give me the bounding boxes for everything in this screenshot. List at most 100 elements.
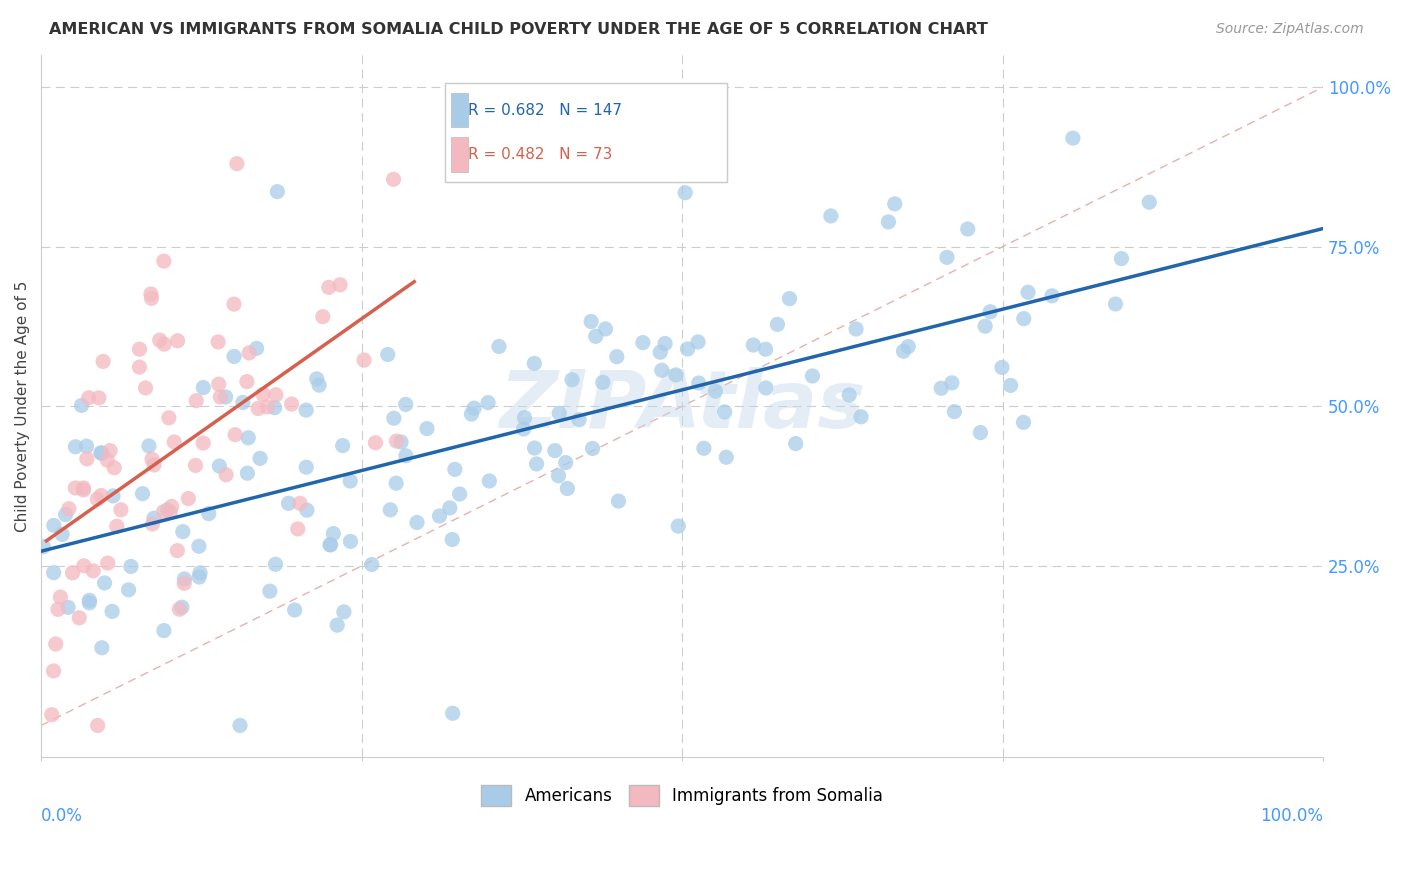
Point	[208, 459, 231, 474]
Point	[160, 500, 183, 514]
Point	[585, 329, 607, 343]
Point	[197, 507, 219, 521]
Point	[76, 439, 98, 453]
Point	[693, 442, 716, 456]
Point	[665, 368, 688, 382]
Point	[131, 486, 153, 500]
Point	[673, 186, 696, 200]
Point	[477, 395, 499, 409]
Point	[222, 297, 245, 311]
Point	[79, 593, 101, 607]
Point	[755, 381, 778, 395]
Point	[654, 336, 676, 351]
Point	[969, 425, 991, 440]
Point	[339, 534, 361, 549]
Point	[979, 305, 1001, 319]
Point	[45, 637, 67, 651]
Point	[1017, 285, 1039, 300]
Point	[284, 603, 307, 617]
Point	[893, 344, 915, 359]
Point	[41, 707, 63, 722]
Point	[526, 457, 548, 471]
Point	[322, 526, 344, 541]
Point	[1000, 378, 1022, 392]
Point	[595, 322, 617, 336]
Point	[173, 576, 195, 591]
Point	[956, 222, 979, 236]
Point	[70, 399, 93, 413]
Point	[143, 458, 166, 472]
Point	[90, 446, 112, 460]
Point	[153, 337, 176, 351]
Point	[382, 172, 405, 186]
Point	[138, 439, 160, 453]
Point	[193, 380, 215, 394]
Point	[713, 405, 735, 419]
Point	[256, 400, 278, 414]
Point	[169, 602, 191, 616]
Point	[547, 468, 569, 483]
Point	[225, 156, 247, 170]
Point	[67, 611, 90, 625]
Point	[360, 558, 382, 572]
Point	[554, 456, 576, 470]
Text: Source: ZipAtlas.com: Source: ZipAtlas.com	[1216, 22, 1364, 37]
Point	[101, 489, 124, 503]
Point	[72, 481, 94, 495]
Text: AMERICAN VS IMMIGRANTS FROM SOMALIA CHILD POVERTY UNDER THE AGE OF 5 CORRELATION: AMERICAN VS IMMIGRANTS FROM SOMALIA CHIL…	[49, 22, 988, 37]
Point	[449, 487, 471, 501]
Point	[935, 251, 957, 265]
Point	[149, 333, 172, 347]
Point	[441, 706, 464, 721]
Point	[332, 439, 354, 453]
Point	[90, 640, 112, 655]
Point	[385, 476, 408, 491]
Point	[439, 500, 461, 515]
Point	[152, 505, 174, 519]
Point	[463, 401, 485, 416]
Point	[172, 524, 194, 539]
Point	[429, 508, 451, 523]
Point	[153, 624, 176, 638]
Point	[214, 390, 236, 404]
Point	[65, 481, 87, 495]
Point	[333, 605, 356, 619]
Point	[1012, 311, 1035, 326]
Point	[170, 600, 193, 615]
Point	[579, 314, 602, 328]
Point	[249, 451, 271, 466]
Point	[295, 460, 318, 475]
Point	[76, 451, 98, 466]
Point	[755, 343, 778, 357]
Point	[120, 559, 142, 574]
Point	[943, 404, 966, 418]
Point	[319, 538, 342, 552]
Point	[97, 556, 120, 570]
Point	[79, 596, 101, 610]
Point	[277, 496, 299, 510]
Point	[245, 342, 267, 356]
Point	[42, 664, 65, 678]
Point	[395, 449, 418, 463]
Point	[288, 496, 311, 510]
Point	[82, 564, 104, 578]
Point	[406, 516, 429, 530]
Point	[441, 533, 464, 547]
Point	[557, 482, 579, 496]
Point	[49, 590, 72, 604]
Point	[252, 387, 274, 401]
Point	[159, 505, 181, 519]
Point	[766, 318, 789, 332]
Point	[513, 410, 536, 425]
Point	[207, 334, 229, 349]
Point	[329, 277, 352, 292]
Point	[319, 538, 342, 552]
Point	[42, 518, 65, 533]
Point	[166, 543, 188, 558]
Point	[117, 582, 139, 597]
Point	[353, 353, 375, 368]
Point	[581, 442, 603, 456]
Point	[941, 376, 963, 390]
Point	[1111, 252, 1133, 266]
Point	[264, 558, 287, 572]
